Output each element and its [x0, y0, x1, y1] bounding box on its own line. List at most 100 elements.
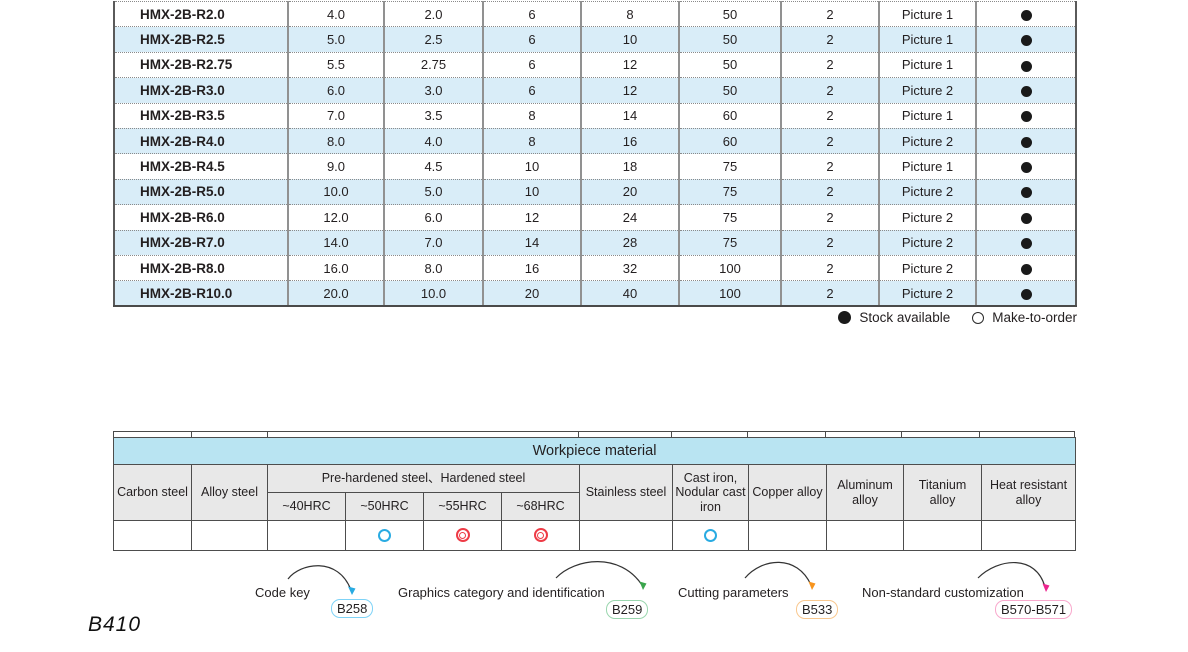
- page-ref-b533[interactable]: B533: [796, 600, 839, 619]
- table-row: HMX-2B-R2.5 5.0 2.5 6 10 50 2 Picture 1: [113, 26, 1077, 53]
- spec-value: 28: [581, 229, 680, 256]
- model-code: HMX-2B-R7.0: [113, 229, 289, 256]
- stock-available-label: Stock available: [859, 310, 951, 325]
- model-code: HMX-2B-R5.0: [113, 178, 289, 205]
- table-row: HMX-2B-R2.0 4.0 2.0 6 8 50 2 Picture 1: [113, 0, 1077, 27]
- material-suitability-cell: [501, 520, 580, 551]
- spec-value: 2.75: [384, 51, 484, 78]
- spec-value: 10: [483, 153, 582, 180]
- spec-value: 40: [581, 280, 680, 308]
- arrow-curve: [555, 561, 643, 586]
- spec-value: 14: [581, 102, 680, 129]
- spec-value: 2: [781, 102, 880, 129]
- arrowhead-icon: [639, 581, 647, 590]
- spec-value: 20: [581, 178, 680, 205]
- stock-available-icon: [1020, 162, 1032, 174]
- spec-value: 5.0: [384, 178, 484, 205]
- model-code: HMX-2B-R8.0: [113, 254, 289, 281]
- spec-value: 2.5: [384, 26, 484, 53]
- stock-cell: [976, 229, 1077, 256]
- spec-value: 20.0: [288, 280, 385, 308]
- non-standard-customization-label: Non-standard customization: [862, 585, 1024, 600]
- spec-value: 100: [679, 254, 782, 281]
- highly-suitable-double-circle-icon: [533, 528, 548, 543]
- spec-value: 4.0: [288, 0, 385, 27]
- page-ref-b259[interactable]: B259: [606, 600, 649, 619]
- table-row: HMX-2B-R3.0 6.0 3.0 6 12 50 2 Picture 2: [113, 77, 1077, 104]
- make-to-order-icon: [972, 311, 985, 324]
- stock-cell: [976, 254, 1077, 281]
- picture-ref: Picture 2: [879, 127, 977, 154]
- stock-cell: [976, 204, 1077, 231]
- spec-value: 3.0: [384, 77, 484, 104]
- spec-value: 16: [483, 254, 582, 281]
- spec-value: 5.5: [288, 51, 385, 78]
- stock-cell: [976, 280, 1077, 308]
- stock-cell: [976, 0, 1077, 27]
- spec-value: 2: [781, 51, 880, 78]
- model-code: HMX-2B-R2.0: [113, 0, 289, 27]
- stock-available-icon: [1020, 288, 1032, 300]
- table-row: HMX-2B-R6.0 12.0 6.0 12 24 75 2 Picture 2: [113, 204, 1077, 231]
- arrow-curve: [977, 562, 1046, 588]
- spec-value: 2.0: [384, 0, 484, 27]
- col-header-prehardened-hardened-steel: Pre-hardened steel、Hardened steel: [267, 464, 580, 493]
- spec-value: 12: [581, 51, 680, 78]
- stock-cell: [976, 153, 1077, 180]
- spec-value: 75: [679, 178, 782, 205]
- picture-ref: Picture 2: [879, 229, 977, 256]
- spec-value: 6: [483, 0, 582, 27]
- material-suitability-cell: [345, 520, 424, 551]
- spec-value: 3.5: [384, 102, 484, 129]
- page-ref-b258[interactable]: B258: [331, 599, 374, 618]
- page-ref-b570-b571[interactable]: B570-B571: [995, 600, 1073, 619]
- stock-available-icon: [838, 311, 852, 324]
- spec-value: 8.0: [288, 127, 385, 154]
- spec-value: 75: [679, 229, 782, 256]
- spec-value: 75: [679, 204, 782, 231]
- col-header-cast-iron: Cast iron, Nodular cast iron: [672, 464, 749, 521]
- spec-value: 2: [781, 229, 880, 256]
- page-number: B410: [88, 613, 142, 636]
- model-code: HMX-2B-R2.5: [113, 26, 289, 53]
- arrowhead-icon: [348, 586, 356, 595]
- cutting-parameters-label: Cutting parameters: [678, 585, 789, 600]
- spec-value: 12: [483, 204, 582, 231]
- table-row: HMX-2B-R7.0 14.0 7.0 14 28 75 2 Picture 2: [113, 229, 1077, 256]
- spec-value: 2: [781, 178, 880, 205]
- picture-ref: Picture 1: [879, 0, 977, 27]
- spec-table-section: HMX-2B-R2.0 4.0 2.0 6 8 50 2 Picture 1 HMX-2B-R2…: [113, 0, 1077, 308]
- table-row: HMX-2B-R2.75 5.5 2.75 6 12 50 2 Picture 1: [113, 51, 1077, 78]
- stock-available-icon: [1020, 212, 1032, 224]
- highly-suitable-double-circle-icon: [455, 528, 470, 543]
- workpiece-table-top-border: [113, 431, 1075, 438]
- picture-ref: Picture 2: [879, 280, 977, 308]
- spec-value: 16.0: [288, 254, 385, 281]
- spec-value: 8: [581, 0, 680, 27]
- spec-table-body: HMX-2B-R2.0 4.0 2.0 6 8 50 2 Picture 1 HMX-2B-R2…: [113, 0, 1077, 308]
- stock-available-icon: [1020, 60, 1032, 72]
- spec-value: 50: [679, 0, 782, 27]
- table-row: HMX-2B-R4.5 9.0 4.5 10 18 75 2 Picture 1: [113, 153, 1077, 180]
- model-code: HMX-2B-R4.5: [113, 153, 289, 180]
- spec-value: 2: [781, 127, 880, 154]
- picture-ref: Picture 1: [879, 102, 977, 129]
- stock-available-icon: [1020, 136, 1032, 148]
- workpiece-table-section: Workpiece material Carbon steel Alloy st…: [112, 437, 1077, 551]
- annotation-arrows: [287, 561, 1050, 595]
- table-row: HMX-2B-R8.0 16.0 8.0 16 32 100 2 Picture 2: [113, 254, 1077, 281]
- spec-value: 8: [483, 127, 582, 154]
- col-header-aluminum-alloy: Aluminum alloy: [826, 464, 904, 521]
- col-header-55hrc: ~55HRC: [423, 492, 502, 521]
- picture-ref: Picture 1: [879, 26, 977, 53]
- col-header-carbon-steel: Carbon steel: [113, 464, 192, 521]
- spec-value: 50: [679, 26, 782, 53]
- material-suitability-cell: [267, 520, 346, 551]
- workpiece-material-table: Workpiece material Carbon steel Alloy st…: [112, 437, 1077, 551]
- spec-value: 14: [483, 229, 582, 256]
- picture-ref: Picture 2: [879, 254, 977, 281]
- table-row: HMX-2B-R10.0 20.0 10.0 20 40 100 2 Picture 2: [113, 280, 1077, 308]
- stock-available-icon: [1020, 263, 1032, 275]
- model-code: HMX-2B-R2.75: [113, 51, 289, 78]
- spec-value: 6: [483, 26, 582, 53]
